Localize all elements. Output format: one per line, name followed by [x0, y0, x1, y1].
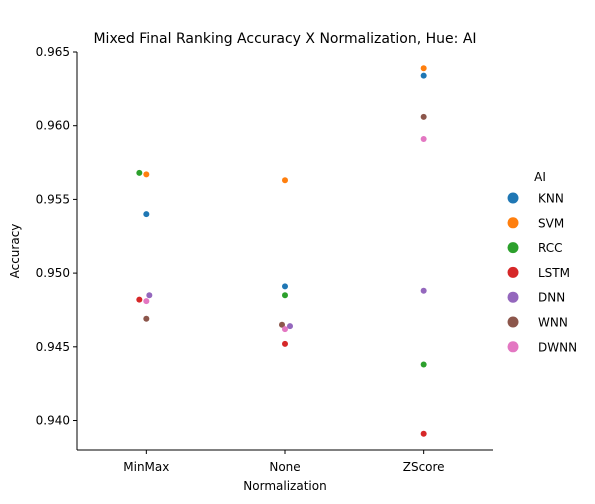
legend-label-dwnn: DWNN: [538, 340, 577, 354]
axes: [76, 52, 493, 451]
y-ticks: 0.940 0.945 0.950 0.955 0.960 0.965: [36, 45, 77, 428]
data-point-svm: [420, 65, 427, 72]
y-axis-label: Accuracy: [8, 224, 22, 279]
data-point-dnn: [420, 287, 427, 294]
data-point-dwnn: [143, 298, 150, 305]
data-point-dwnn: [282, 326, 288, 333]
data-point-svm: [282, 177, 288, 184]
y-tick-label: 0.965: [36, 45, 70, 59]
legend-marker-wnn: [507, 316, 519, 328]
legend-marker-rcc: [507, 242, 519, 254]
data-point-lstm: [420, 430, 427, 437]
y-tick-label: 0.950: [36, 266, 70, 280]
data-point-lstm: [136, 296, 143, 303]
data-point-knn: [143, 211, 150, 218]
data-point-svm: [143, 171, 150, 178]
legend: AI KNN SVM RCC LSTM DNN WNN DWNN: [507, 170, 577, 354]
data-point-wnn: [279, 321, 285, 328]
legend-label-svm: SVM: [538, 216, 564, 230]
data-point-dwnn: [420, 135, 427, 142]
data-point-wnn: [143, 315, 150, 322]
data-point-wnn: [420, 113, 427, 120]
y-tick-label: 0.960: [36, 119, 70, 133]
legend-label-lstm: LSTM: [538, 266, 570, 280]
x-axis-label: Normalization: [243, 479, 326, 493]
x-ticks: MinMax None ZScore: [123, 450, 445, 474]
y-tick-label: 0.940: [36, 414, 70, 428]
legend-items: KNN SVM RCC LSTM DNN WNN DWNN: [507, 192, 577, 354]
legend-marker-dwnn: [507, 341, 519, 353]
data-points: [136, 65, 427, 437]
data-point-knn: [420, 72, 427, 79]
legend-label-rcc: RCC: [538, 241, 563, 255]
y-tick-label: 0.955: [36, 192, 70, 206]
legend-marker-svm: [507, 217, 519, 229]
data-point-rcc: [136, 169, 143, 176]
data-point-dnn: [146, 292, 153, 299]
y-tick-label: 0.945: [36, 340, 70, 354]
x-tick-label: ZScore: [403, 460, 445, 474]
data-point-knn: [282, 283, 288, 290]
data-point-dnn: [287, 323, 293, 330]
x-tick-label: MinMax: [123, 460, 169, 474]
legend-marker-knn: [507, 192, 519, 204]
x-tick-label: None: [269, 460, 300, 474]
legend-label-dnn: DNN: [538, 291, 565, 305]
data-point-rcc: [282, 292, 288, 299]
legend-title: AI: [534, 170, 546, 184]
chart-title: Mixed Final Ranking Accuracy X Normaliza…: [93, 31, 476, 47]
data-point-lstm: [282, 340, 288, 347]
legend-marker-dnn: [507, 291, 519, 303]
legend-label-wnn: WNN: [538, 316, 568, 330]
legend-label-knn: KNN: [538, 192, 564, 206]
data-point-rcc: [420, 361, 427, 368]
legend-marker-lstm: [507, 266, 519, 278]
